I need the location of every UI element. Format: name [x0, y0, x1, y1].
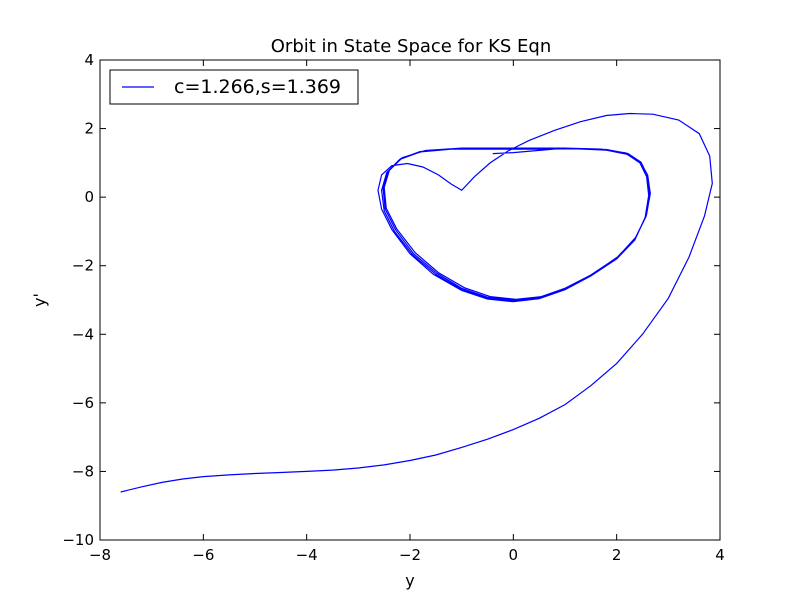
x-tick-label: −2	[399, 546, 421, 564]
legend-label: c=1.266,s=1.369	[174, 76, 341, 98]
legend: c=1.266,s=1.369	[109, 69, 359, 105]
y-tick-label: 4	[84, 51, 94, 69]
x-tick-label: 2	[612, 546, 622, 564]
x-tick-label: −8	[89, 546, 111, 564]
x-tick-label: −6	[192, 546, 214, 564]
y-tick-label: −10	[62, 531, 94, 549]
x-tick-label: 0	[509, 546, 519, 564]
y-tick-label: −2	[72, 257, 94, 275]
y-axis-label: y'	[30, 293, 49, 307]
x-axis-label: y	[405, 571, 414, 590]
chart-title: Orbit in State Space for KS Eqn	[271, 36, 551, 57]
x-tick-label: 4	[715, 546, 725, 564]
y-tick-label: −4	[72, 325, 94, 343]
y-tick-label: −8	[72, 462, 94, 480]
series-line-orbit	[120, 112, 713, 493]
y-tick-label: 2	[84, 120, 94, 138]
x-tick-label: −4	[296, 546, 318, 564]
y-tick-label: −6	[72, 394, 94, 412]
y-tick-label: 0	[84, 188, 94, 206]
